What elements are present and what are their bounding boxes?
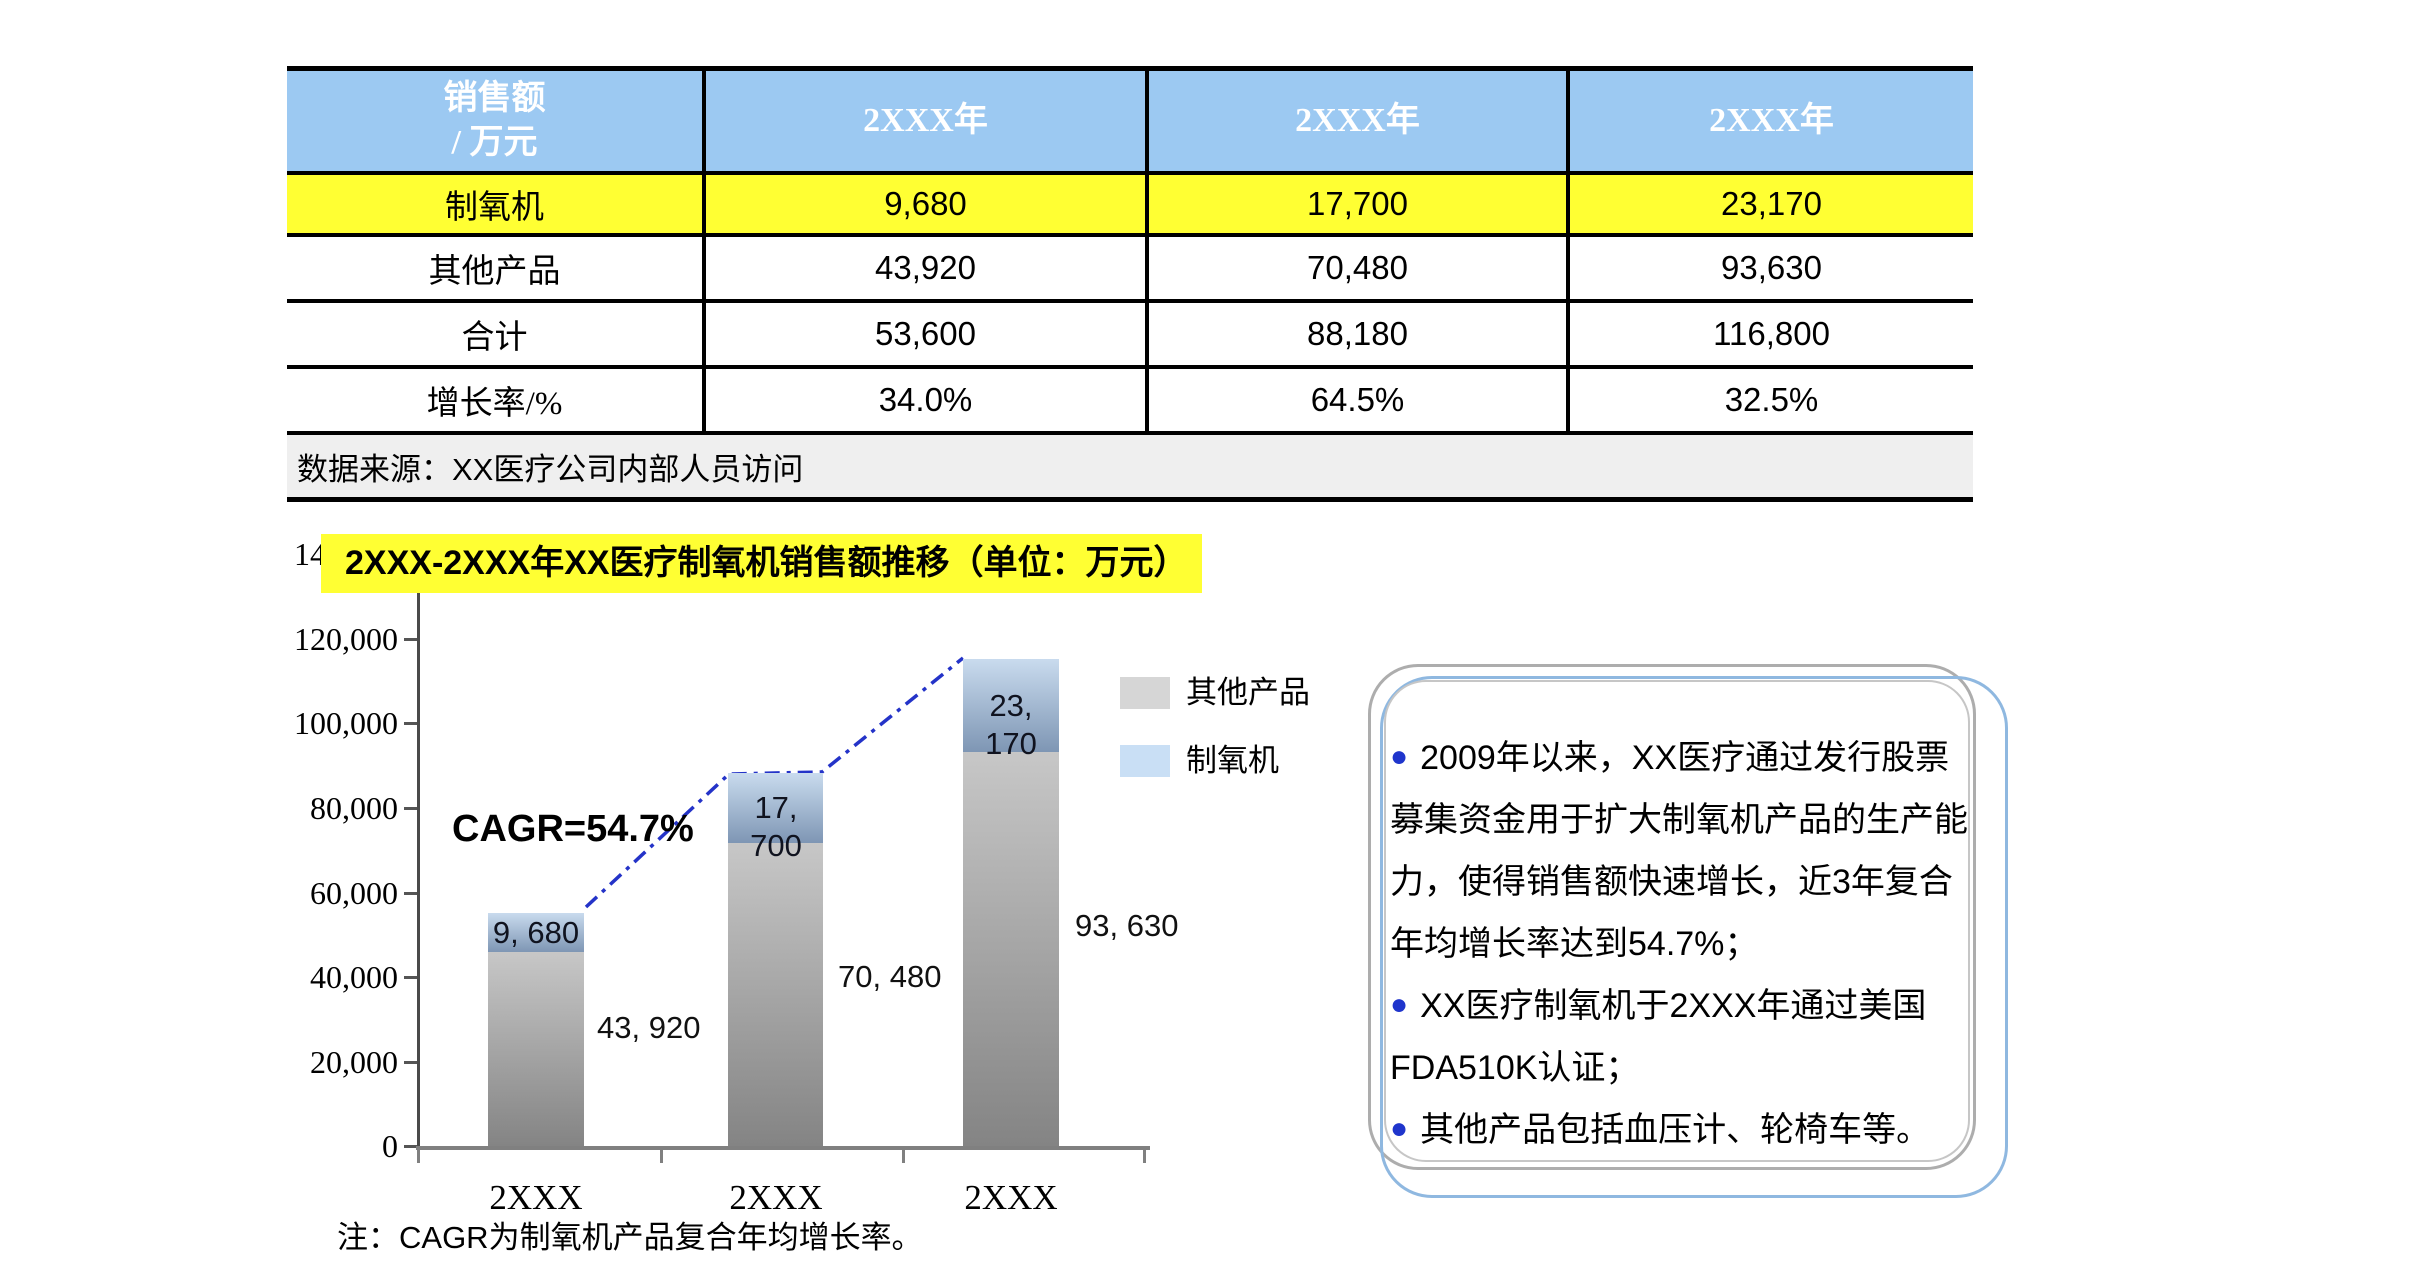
sidebox-text: 募集资金用于扩大制氧机产品的生产能 [1390, 801, 1968, 839]
y-tickmark [404, 638, 417, 641]
sidebox-line-6: FDA510K认证； [1390, 1037, 1990, 1099]
y-tick-120000: 120,000 [294, 621, 398, 657]
sidebox-blue-frame [1380, 676, 2008, 1198]
bar1-other-value: 43, 920 [597, 1010, 701, 1045]
legend-label-oxygen: 制氧机 [1186, 743, 1279, 778]
sidebox-line-3: 力，使得销售额快速增长，近3年复合 [1390, 851, 1990, 913]
y-tick-100000: 100,000 [294, 705, 398, 741]
sidebox-text: XX医疗制氧机于2XXX年通过美国 [1420, 987, 1927, 1025]
sidebox-text: 其他产品包括血压计、轮椅车等。 [1420, 1111, 1931, 1149]
bar2-other-segment [728, 843, 823, 1146]
bar1-other-segment [488, 952, 584, 1146]
sidebox-line-1: ● 2009年以来，XX医疗通过发行股票 [1390, 727, 1990, 789]
cell-value: 23,170 [1566, 173, 1973, 235]
y-tickmark [404, 892, 417, 895]
bar3-other-value: 93, 630 [1075, 908, 1179, 943]
chart-title: 2XXX-2XXX年XX医疗制氧机销售额推移（单位：万元） [321, 534, 1202, 593]
cell-value: 17,700 [1145, 173, 1568, 235]
chart-footnote: 注：CAGR为制氧机产品复合年均增长率。 [337, 1220, 923, 1255]
data-source-note: 数据来源：XX医疗公司内部人员访问 [287, 433, 1973, 500]
cell-value: 34.0% [702, 367, 1147, 433]
y-tickmark [404, 1145, 417, 1148]
table-header-row: 销售额 / 万元 2XXX年 2XXX年 2XXX年 [287, 68, 1973, 173]
row-label: 其他产品 [287, 235, 704, 301]
bar2-other-value: 70, 480 [838, 959, 942, 994]
y-tickmark [404, 1061, 417, 1064]
sidebox-text: 力，使得销售额快速增长，近3年复合 [1390, 863, 1953, 901]
cell-value: 70,480 [1145, 235, 1568, 301]
bar2-oxygen-segment [728, 773, 823, 843]
y-tick-0: 0 [382, 1128, 398, 1164]
x-tickmark [660, 1150, 663, 1163]
table-header-year1: 2XXX年 [702, 68, 1147, 173]
x-tickmark [902, 1150, 905, 1163]
y-tick-40000: 40,000 [310, 959, 398, 995]
table-header-metric: 销售额 / 万元 [287, 68, 704, 173]
table-header-year3: 2XXX年 [1566, 68, 1973, 173]
row-label: 制氧机 [287, 173, 704, 235]
cell-value: 43,920 [702, 235, 1147, 301]
cell-value: 93,630 [1566, 235, 1973, 301]
y-tickmark [404, 976, 417, 979]
y-tickmark [404, 807, 417, 810]
bullet-icon: ● [1390, 740, 1409, 773]
y-tick-80000: 80,000 [310, 790, 398, 826]
x-label-year1: 2XXX [489, 1178, 583, 1217]
y-tick-20000: 20,000 [310, 1044, 398, 1080]
row-label: 增长率/% [287, 367, 704, 433]
bar1-oxygen-segment [488, 913, 584, 952]
cagr-annotation: CAGR=54.7% [452, 808, 694, 850]
y-tick-60000: 60,000 [310, 875, 398, 911]
sidebox-line-2: 募集资金用于扩大制氧机产品的生产能 [1390, 789, 1990, 851]
sidebox-inner-frame [1384, 680, 1970, 1162]
sidebox-line-4: 年均增长率达到54.7%； [1390, 913, 1990, 975]
sidebox-text: 2009年以来，XX医疗通过发行股票 [1420, 739, 1950, 777]
bullet-icon: ● [1390, 988, 1409, 1021]
cell-value: 32.5% [1566, 367, 1973, 433]
y-tickmark [404, 722, 417, 725]
cell-value: 116,800 [1566, 301, 1973, 367]
x-label-year2: 2XXX [729, 1178, 823, 1217]
sidebox-outer-frame [1368, 664, 1976, 1170]
table-header-metric-line2: / 万元 [451, 124, 538, 161]
x-label-year3: 2XXX [964, 1178, 1058, 1217]
bar1-oxygen-value: 9, 680 [492, 915, 580, 950]
y-axis-line [417, 552, 420, 1146]
x-tickmark [417, 1150, 420, 1163]
table-header-year2: 2XXX年 [1145, 68, 1568, 173]
row-label: 合计 [287, 301, 704, 367]
legend-swatch-oxygen [1120, 745, 1170, 777]
legend-label-other: 其他产品 [1186, 675, 1310, 710]
bar2-oxygen-value: 17, 700 [750, 790, 802, 863]
cell-value: 64.5% [1145, 367, 1568, 433]
table-header-metric-line1: 销售额 [443, 80, 546, 117]
bar3-oxygen-value: 23, 170 [985, 688, 1037, 761]
sidebox-text: FDA510K认证； [1390, 1049, 1640, 1087]
sales-table: 销售额 / 万元 2XXX年 2XXX年 2XXX年 制氧机 9,680 17,… [287, 66, 1973, 502]
bar3-other-segment [963, 752, 1059, 1146]
cell-value: 53,600 [702, 301, 1147, 367]
sidebox-text: 年均增长率达到54.7%； [1390, 925, 1759, 963]
legend-swatch-other [1120, 677, 1170, 709]
sidebox-line-7: ● 其他产品包括血压计、轮椅车等。 [1390, 1099, 1990, 1161]
table-row-growth: 增长率/% 34.0% 64.5% 32.5% [287, 367, 1973, 433]
sidebox-line-5: ● XX医疗制氧机于2XXX年通过美国 [1390, 975, 1990, 1037]
bullet-icon: ● [1390, 1112, 1409, 1145]
cell-value: 9,680 [702, 173, 1147, 235]
table-row-other: 其他产品 43,920 70,480 93,630 [287, 235, 1973, 301]
x-tickmark [1143, 1150, 1146, 1163]
bar3-oxygen-segment [963, 659, 1059, 752]
x-axis-line [416, 1146, 1150, 1150]
cell-value: 88,180 [1145, 301, 1568, 367]
table-row-total: 合计 53,600 88,180 116,800 [287, 301, 1973, 367]
table-source-row: 数据来源：XX医疗公司内部人员访问 [287, 433, 1973, 500]
table-row-oxygen: 制氧机 9,680 17,700 23,170 [287, 173, 1973, 235]
